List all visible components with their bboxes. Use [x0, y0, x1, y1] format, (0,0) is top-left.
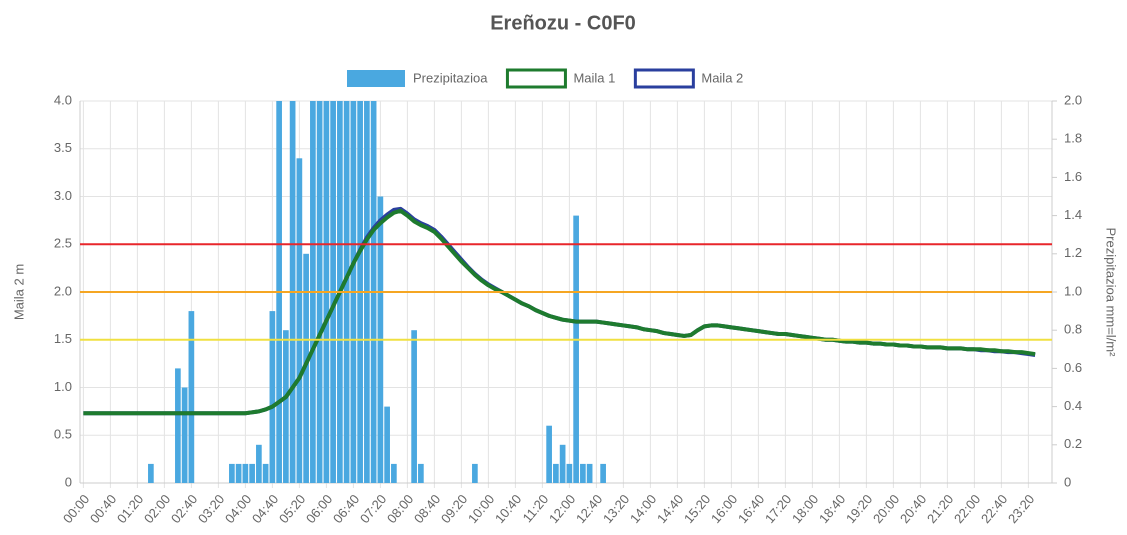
x-tick-label: 18:00: [789, 491, 821, 526]
x-tick-label: 01:20: [114, 491, 146, 526]
x-tick-label: 04:00: [222, 491, 254, 526]
y-tick-label: 1.5: [54, 331, 72, 346]
bar: [559, 444, 566, 483]
x-tick-label: 15:20: [681, 491, 713, 526]
x-tick-label: 13:20: [600, 491, 632, 526]
x-tick-label: 09:20: [438, 491, 470, 526]
x-tick-label: 16:40: [735, 491, 767, 526]
bar: [553, 463, 559, 483]
bar: [269, 311, 276, 483]
x-tick-label: 20:40: [897, 491, 929, 526]
legend-label: Maila 1: [573, 70, 615, 85]
x-tick-label: 03:20: [195, 491, 227, 526]
y2-tick-label: 1.6: [1064, 169, 1082, 184]
bar: [256, 444, 262, 483]
bar: [148, 463, 154, 483]
x-tick-label: 10:00: [465, 491, 497, 526]
x-tick-label: 05:20: [276, 491, 308, 526]
y-tick-label: 3.5: [54, 140, 72, 155]
bar: [262, 463, 269, 483]
bar: [242, 463, 249, 483]
x-tick-label: 08:40: [411, 491, 443, 526]
x-tick-label: 12:40: [573, 491, 605, 526]
bar: [573, 215, 579, 483]
bar: [580, 463, 586, 483]
x-tick-label: 02:40: [168, 491, 200, 526]
bar: [229, 463, 235, 483]
x-tick-label: 22:40: [978, 491, 1010, 526]
x-tick-label: 14:00: [627, 491, 659, 526]
bar: [249, 463, 255, 483]
y-tick-label: 2.5: [54, 236, 72, 251]
y2-tick-label: 2.0: [1064, 92, 1082, 107]
legend-swatch: [347, 70, 405, 87]
x-tick-label: 23:20: [1005, 491, 1037, 526]
line: [83, 208, 1036, 416]
bar: [181, 387, 188, 483]
y-tick-label: 0: [65, 474, 72, 489]
bar: [600, 463, 606, 483]
y-tick-label: 0.5: [54, 427, 72, 442]
y2-axis-label: Prezipitazioa mm=l/m²: [1104, 228, 1119, 358]
x-tick-label: 19:20: [843, 491, 875, 526]
bar: [384, 406, 390, 483]
bar: [235, 463, 242, 483]
bar: [283, 330, 289, 483]
bar: [472, 463, 478, 483]
y-tick-label: 3.0: [54, 188, 72, 203]
chart-title: Ereñozu - C0F0: [490, 12, 636, 34]
x-tick-label: 00:00: [60, 491, 92, 526]
y2-tick-label: 1.8: [1064, 131, 1082, 146]
x-tick-label: 06:00: [303, 491, 335, 526]
x-tick-label: 02:00: [141, 491, 173, 526]
x-tick-label: 07:20: [357, 491, 389, 526]
y2-tick-label: 1.2: [1064, 245, 1082, 260]
x-tick-label: 17:20: [762, 491, 794, 526]
y2-tick-label: 1.0: [1064, 283, 1082, 298]
y2-tick-label: 0.6: [1064, 360, 1082, 375]
y-tick-label: 1.0: [54, 379, 72, 394]
y2-tick-label: 1.4: [1064, 207, 1082, 222]
bar: [586, 463, 593, 483]
bar: [303, 253, 309, 483]
line: [83, 206, 1036, 416]
legend-swatch: [633, 68, 695, 89]
x-tick-label: 22:00: [951, 491, 983, 526]
legend-label: Maila 2: [701, 70, 743, 85]
bar: [411, 330, 417, 483]
y2-tick-label: 0.4: [1064, 398, 1082, 413]
y2-tick-label: 0.2: [1064, 436, 1082, 451]
legend-swatch: [505, 68, 567, 89]
x-tick-label: 21:20: [924, 491, 956, 526]
bar: [391, 463, 397, 483]
y2-tick-label: 0: [1064, 474, 1071, 489]
bar: [188, 311, 195, 483]
y-axis-label: Maila 2 m: [11, 264, 26, 320]
bar: [296, 158, 303, 483]
bar: [175, 368, 181, 483]
y2-tick-label: 0.8: [1064, 322, 1082, 337]
x-tick-label: 11:20: [520, 491, 552, 525]
x-tick-label: 16:00: [708, 491, 740, 526]
bar: [566, 463, 573, 483]
y-tick-label: 2.0: [54, 283, 72, 298]
x-tick-label: 06:40: [330, 491, 362, 526]
x-tick-label: 14:40: [654, 491, 686, 526]
x-tick-label: 00:40: [87, 491, 119, 526]
x-tick-label: 10:40: [492, 491, 524, 526]
y-tick-label: 4.0: [54, 92, 72, 107]
x-tick-label: 08:00: [384, 491, 416, 526]
legend-label: Prezipitazioa: [413, 70, 488, 85]
x-tick-label: 18:40: [816, 491, 848, 526]
x-tick-label: 20:00: [870, 491, 902, 526]
bar: [418, 463, 424, 483]
x-tick-label: 04:40: [249, 491, 281, 526]
bar: [546, 425, 552, 483]
x-tick-label: 12:00: [546, 491, 578, 526]
